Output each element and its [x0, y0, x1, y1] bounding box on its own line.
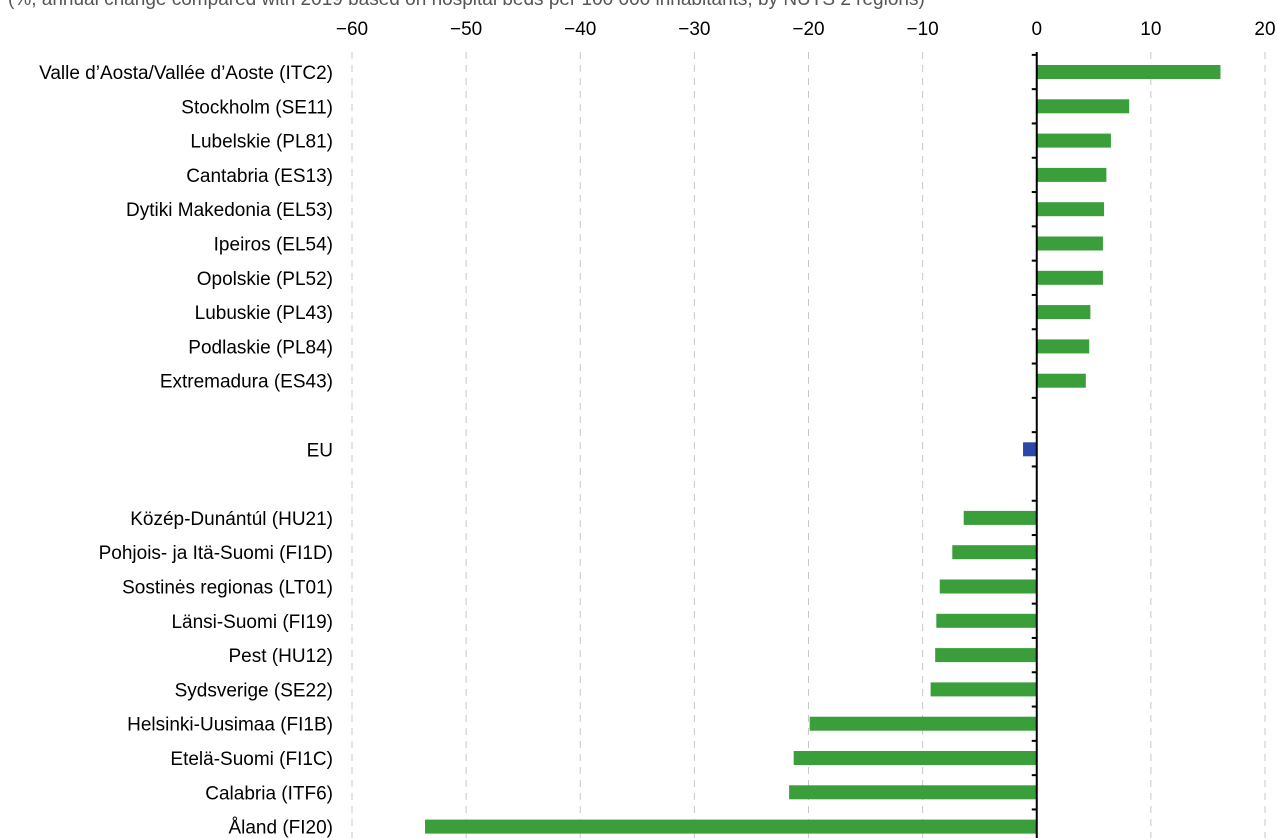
category-label: Podlaskie (PL84)	[188, 337, 333, 358]
eu-bar	[1023, 442, 1037, 457]
category-label: Közép-Dunántúl (HU21)	[130, 509, 333, 530]
category-labels: Valle d’Aosta/Vallée d’Aoste (ITC2) Stock…	[39, 63, 333, 838]
category-label: Helsinki-Uusimaa (FI1B)	[127, 715, 333, 736]
x-tick-label: −50	[450, 19, 482, 40]
region-bar	[1036, 305, 1091, 320]
category-label: Opolskie (PL52)	[197, 269, 333, 290]
x-tick-label: −30	[678, 19, 710, 40]
chart-subtitle: (%, annual change compared with 2019 bas…	[8, 0, 925, 10]
category-label: Valle d’Aosta/Vallée d’Aoste (ITC2)	[39, 63, 333, 84]
category-label: Sydsverige (SE22)	[175, 680, 333, 701]
category-label: Åland (FI20)	[228, 818, 333, 838]
category-label: Cantabria (ES13)	[186, 166, 333, 187]
x-tick-label: 10	[1140, 19, 1161, 40]
x-tick-label: −60	[336, 19, 368, 40]
region-bar	[789, 785, 1037, 800]
category-label: Pohjois- ja Itä-Suomi (FI1D)	[99, 543, 333, 564]
region-bar	[1036, 167, 1107, 182]
x-tick-label: 0	[1031, 19, 1042, 40]
category-label: Extremadura (ES43)	[160, 372, 333, 393]
region-bar	[809, 716, 1037, 731]
category-label: Lubelskie (PL81)	[190, 132, 333, 153]
region-bar	[1036, 99, 1130, 114]
category-label: EU	[307, 440, 333, 461]
region-bar	[952, 545, 1037, 560]
x-tick-label: −20	[792, 19, 824, 40]
category-label: Lubuskie (PL43)	[195, 303, 333, 324]
region-bar	[1036, 236, 1103, 251]
region-bar	[930, 682, 1037, 697]
region-bar	[1036, 133, 1111, 148]
region-bar	[939, 579, 1037, 594]
category-label: Stockholm (SE11)	[181, 97, 333, 118]
x-tick-label: −10	[907, 19, 939, 40]
x-tick-label: −40	[564, 19, 596, 40]
category-label: Pest (HU12)	[228, 646, 333, 667]
zero-axis	[1031, 52, 1038, 838]
region-bar	[1036, 373, 1086, 388]
category-label: Ipeiros (EL54)	[214, 235, 333, 256]
region-bar	[936, 613, 1037, 628]
region-bar	[793, 751, 1037, 765]
region-bar	[425, 819, 1037, 834]
x-tick-label: 20	[1254, 19, 1275, 40]
region-bar	[1036, 202, 1105, 217]
category-label: Sostinės regionas (LT01)	[122, 578, 333, 599]
region-bar	[1036, 339, 1090, 354]
bars	[425, 65, 1221, 834]
gridlines	[351, 52, 1266, 838]
category-label: Etelä-Suomi (FI1C)	[170, 749, 333, 770]
region-bar	[1036, 65, 1221, 79]
x-axis-ticks: −60 −50 −40 −30 −20 −10 0 10 20	[336, 19, 1276, 40]
region-bar	[1036, 270, 1103, 285]
category-label: Calabria (ITF6)	[205, 783, 333, 804]
region-bar	[935, 648, 1037, 663]
category-label: Länsi-Suomi (FI19)	[171, 612, 333, 633]
category-label: Dytiki Makedonia (EL53)	[126, 200, 333, 221]
region-bar	[963, 510, 1037, 525]
